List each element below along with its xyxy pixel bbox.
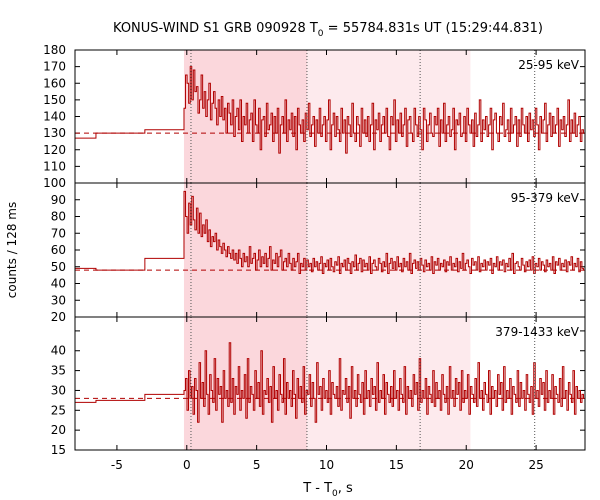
- panel-frame: [74, 316, 586, 451]
- y-tick-label: 20: [51, 310, 66, 324]
- y-tick-label: 170: [43, 60, 66, 74]
- y-tick-label: 40: [51, 277, 66, 291]
- y-tick-label: 25: [51, 403, 66, 417]
- energy-band-label: 95-379 keV: [511, 191, 580, 205]
- x-tick-label: 5: [253, 458, 261, 472]
- y-axis-label: counts / 128 ms: [5, 202, 19, 298]
- y-tick-label: 160: [43, 76, 66, 90]
- energy-band-label: 379-1433 keV: [495, 325, 579, 339]
- x-tick-label: -5: [111, 458, 123, 472]
- y-tick-label: 80: [51, 210, 66, 224]
- y-tick-label: 140: [43, 110, 66, 124]
- y-tick-label: 35: [51, 364, 66, 378]
- y-tick-label: 100: [43, 176, 66, 190]
- y-tick-label: 20: [51, 423, 66, 437]
- chart-title: KONUS-WIND S1 GRB 090928 T0 = 55784.831s…: [113, 21, 543, 39]
- x-tick-label: 10: [319, 458, 334, 472]
- panel-2: 15 20 25 30 35 40 379-1433 keV: [51, 316, 586, 457]
- y-tick-label: 30: [51, 383, 66, 397]
- y-tick-label: 60: [51, 243, 66, 257]
- y-tick-label: 70: [51, 226, 66, 240]
- y-tick-label: 50: [51, 260, 66, 274]
- light-curve-series: [75, 190, 585, 274]
- x-tick-label: 0: [183, 458, 191, 472]
- y-tick-label: 120: [43, 143, 66, 157]
- y-tick-label: 90: [51, 193, 66, 207]
- light-curve-series: [75, 66, 585, 154]
- y-tick-label: 40: [51, 344, 66, 358]
- y-tick-label: 30: [51, 293, 66, 307]
- x-tick-label: 15: [389, 458, 404, 472]
- x-tick-label: 20: [459, 458, 474, 472]
- energy-band-label: 25-95 keV: [518, 58, 580, 72]
- y-tick-label: 15: [51, 443, 66, 457]
- y-tick-label: 110: [43, 159, 66, 173]
- panel-0: 100 110 120 130 140 150 160 170 180 25-95 keV: [43, 43, 586, 190]
- y-tick-label: 180: [43, 43, 66, 57]
- light-curve-series: [75, 342, 585, 423]
- x-axis-label: T - T0, s: [302, 481, 353, 499]
- x-tick-label: 25: [528, 458, 543, 472]
- y-tick-label: 130: [43, 126, 66, 140]
- y-tick-label: 150: [43, 93, 66, 107]
- panel-1: 20 30 40 50 60 70 80 90 95-379 keV: [51, 182, 586, 324]
